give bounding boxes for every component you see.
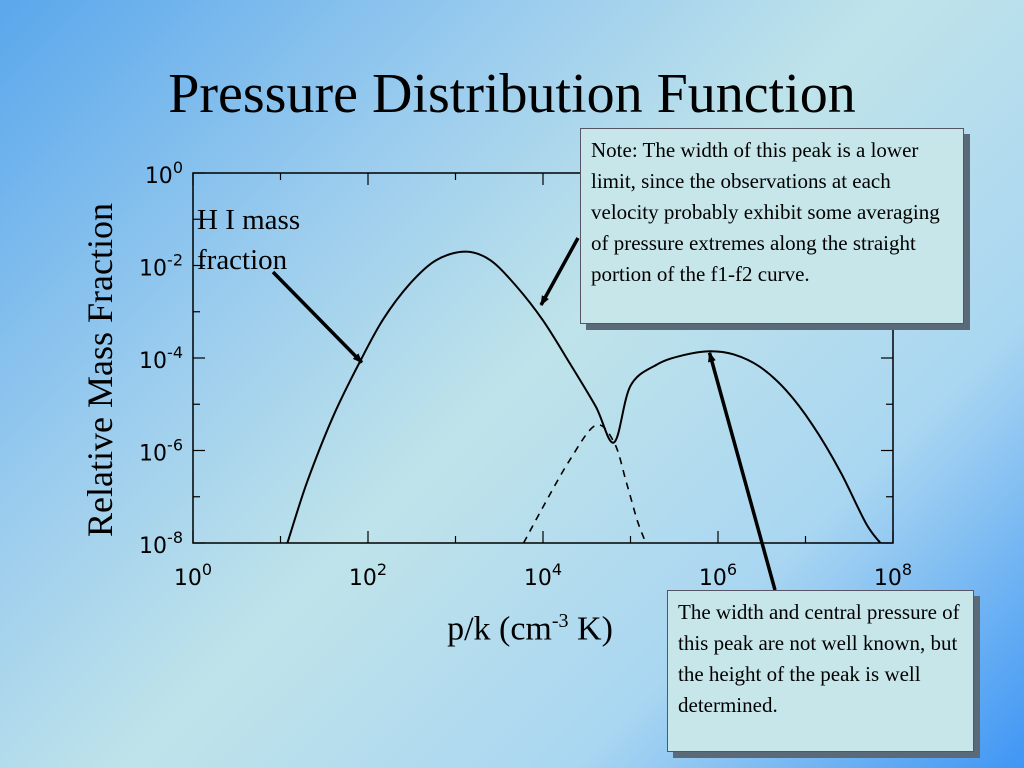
annotation-arrow — [539, 237, 580, 306]
dashed-component-curve — [522, 423, 647, 543]
total-distribution-curve — [286, 250, 882, 543]
annotation-arrow — [707, 351, 777, 591]
x-tick-label: 108 — [874, 560, 912, 591]
x-tick-label: 104 — [524, 560, 562, 591]
note-peak-height-box: The width and central pressure of this p… — [667, 590, 974, 752]
x-tick-label: 100 — [174, 560, 212, 591]
annotation-arrow — [271, 270, 364, 364]
x-axis-label: p/k (cm-3 K) — [400, 610, 660, 648]
x-tick-label: 102 — [349, 560, 387, 591]
note-peak-width-box: Note: The width of this peak is a lower … — [580, 128, 964, 324]
x-axis-label-tail: K) — [568, 610, 613, 648]
y-tick-label: 100 — [145, 158, 183, 189]
x-tick-label: 106 — [699, 560, 737, 591]
y-axis-label: Relative Mass Fraction — [80, 203, 120, 537]
y-tick-label: 10-2 — [139, 251, 183, 282]
x-axis-label-base: p/k (cm — [447, 610, 552, 648]
y-tick-label: 10-8 — [139, 528, 183, 559]
x-axis-label-exponent: -3 — [551, 610, 569, 632]
hi-mass-fraction-label: H I mass fraction — [197, 204, 301, 276]
slide-title: Pressure Distribution Function — [168, 63, 856, 125]
y-tick-label: 10-6 — [139, 436, 183, 467]
y-tick-label: 10-4 — [139, 343, 183, 374]
